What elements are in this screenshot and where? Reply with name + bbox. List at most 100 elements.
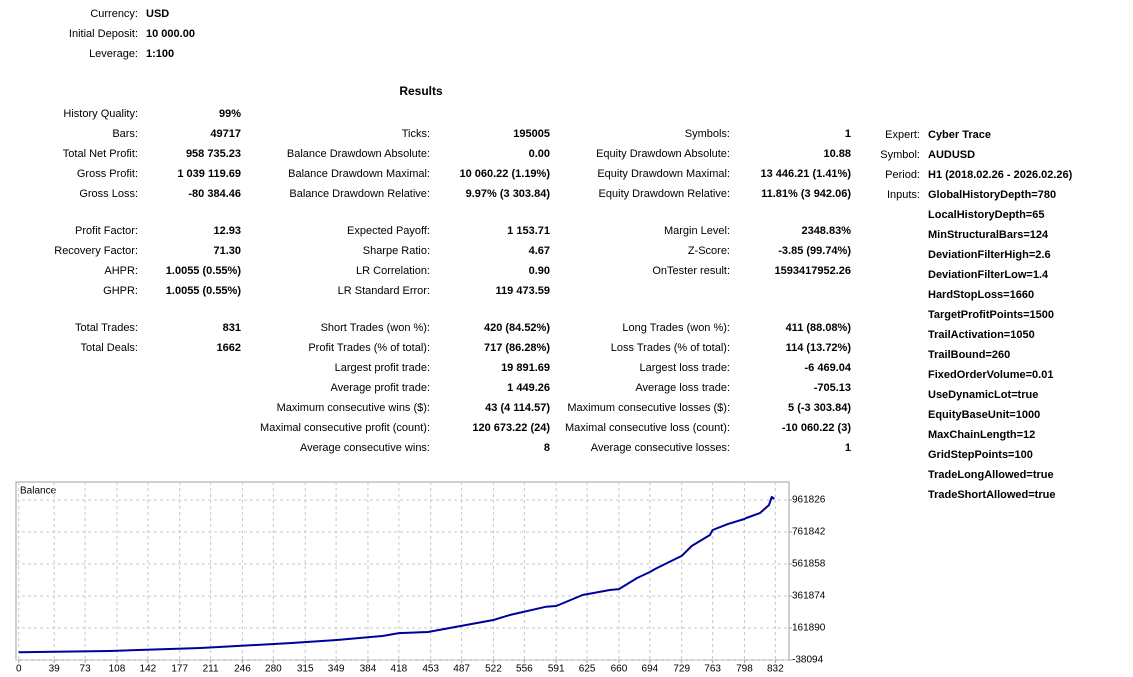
result-label: Balance Drawdown Maximal: [288,168,430,180]
x-tick-label: 763 [704,664,721,675]
x-tick-label: 73 [80,664,92,675]
result-label: Maximal consecutive loss (count): [565,422,730,434]
y-tick-label: 361874 [792,591,826,602]
input-value: FixedOrderVolume=0.01 [928,369,1053,381]
result-value: 49717 [210,128,241,140]
result-label: Loss Trades (% of total): [611,342,730,354]
input-value: TradeShortAllowed=true [928,489,1055,501]
result-value: 195005 [513,128,550,140]
input-value: GridStepPoints=100 [928,449,1033,461]
result-label: AHPR: [104,265,138,277]
x-tick-label: 832 [767,664,784,675]
result-value: -3.85 (99.74%) [778,245,851,257]
field-label: Leverage: [89,48,138,60]
x-tick-label: 384 [360,664,377,675]
input-value: MinStructuralBars=124 [928,229,1049,241]
expert-label: Expert: [885,129,920,141]
result-value: 831 [223,322,241,334]
x-tick-label: 39 [49,664,61,675]
result-value: 99% [219,108,241,120]
result-label: Equity Drawdown Absolute: [596,148,730,160]
result-label: Margin Level: [664,225,730,237]
balance-line [18,496,775,654]
field-value: USD [146,8,169,20]
result-value: 420 (84.52%) [484,322,550,334]
x-tick-label: 315 [297,664,314,675]
x-tick-label: 487 [453,664,470,675]
result-value: 1662 [217,342,241,354]
result-value: 120 673.22 (24) [472,422,550,434]
result-value: 717 (86.28%) [484,342,550,354]
input-value: TradeLongAllowed=true [928,469,1054,481]
x-tick-label: 729 [673,664,690,675]
input-value: TrailBound=260 [928,349,1010,361]
expert-value: Cyber Trace [928,129,991,141]
input-value: UseDynamicLot=true [928,389,1038,401]
input-value: TrailActivation=1050 [928,329,1035,341]
y-tick-label: -38094 [792,655,824,666]
x-tick-label: 591 [548,664,565,675]
x-tick-label: 211 [203,664,219,675]
result-label: Expected Payoff: [347,225,430,237]
result-label: Largest profit trade: [335,362,430,374]
result-label: Total Net Profit: [63,148,138,160]
result-label: LR Correlation: [356,265,430,277]
x-tick-label: 177 [171,664,188,675]
result-label: Average consecutive losses: [591,442,730,454]
result-value: 9.97% (3 303.84) [466,188,551,200]
result-value: 958 735.23 [186,148,241,160]
input-value: TargetProfitPoints=1500 [928,309,1054,321]
input-value: GlobalHistoryDepth=780 [928,189,1056,201]
result-label: Average consecutive wins: [300,442,430,454]
x-tick-label: 798 [736,664,753,675]
result-value: 0.90 [529,265,550,277]
result-label: Maximum consecutive wins ($): [277,402,430,414]
result-value: 1 153.71 [507,225,550,237]
y-tick-label: 761842 [792,527,826,538]
field-label: Currency: [90,8,138,20]
result-value: 1593417952.26 [775,265,851,277]
result-label: Recovery Factor: [54,245,138,257]
result-label: Bars: [112,128,138,140]
result-label: Gross Loss: [79,188,138,200]
result-label: Sharpe Ratio: [363,245,430,257]
y-tick-label: 161890 [792,623,826,634]
x-tick-label: 349 [328,664,345,675]
result-label: Balance Drawdown Relative: [289,188,430,200]
result-label: Total Trades: [75,322,138,334]
expert-value: AUDUSD [928,149,975,161]
x-tick-label: 660 [611,664,628,675]
y-tick-label: 561858 [792,559,826,570]
result-value: 1 [845,128,851,140]
result-label: Total Deals: [81,342,138,354]
result-label: Symbols: [685,128,730,140]
results-title: Results [399,84,443,98]
result-value: 4.67 [529,245,550,257]
result-label: Equity Drawdown Maximal: [597,168,730,180]
x-tick-label: 0 [16,664,22,675]
result-value: 19 891.69 [501,362,550,374]
chart-title: Balance [20,486,57,497]
result-value: 10.88 [823,148,851,160]
y-tick-label: 961826 [792,495,826,506]
input-value: HardStopLoss=1660 [928,289,1034,301]
result-value: 8 [544,442,550,454]
expert-value: H1 (2018.02.26 - 2026.02.26) [928,169,1073,181]
input-value: LocalHistoryDepth=65 [928,209,1044,221]
result-value: 411 (88.08%) [786,322,852,334]
result-value: 43 (4 114.57) [485,402,550,414]
result-value: 1 449.26 [507,382,550,394]
field-label: Initial Deposit: [69,28,138,40]
input-value: DeviationFilterLow=1.4 [928,269,1049,281]
result-value: 5 (-3 303.84) [788,402,851,414]
expert-label: Period: [885,169,920,181]
chart-frame [15,481,790,661]
result-label: Average loss trade: [635,382,730,394]
result-label: Short Trades (won %): [321,322,430,334]
input-value: MaxChainLength=12 [928,429,1035,441]
result-value: 1 [845,442,851,454]
x-tick-label: 694 [642,664,659,675]
result-value: 114 (13.72%) [786,342,852,354]
result-label: Gross Profit: [77,168,138,180]
result-label: Ticks: [402,128,430,140]
